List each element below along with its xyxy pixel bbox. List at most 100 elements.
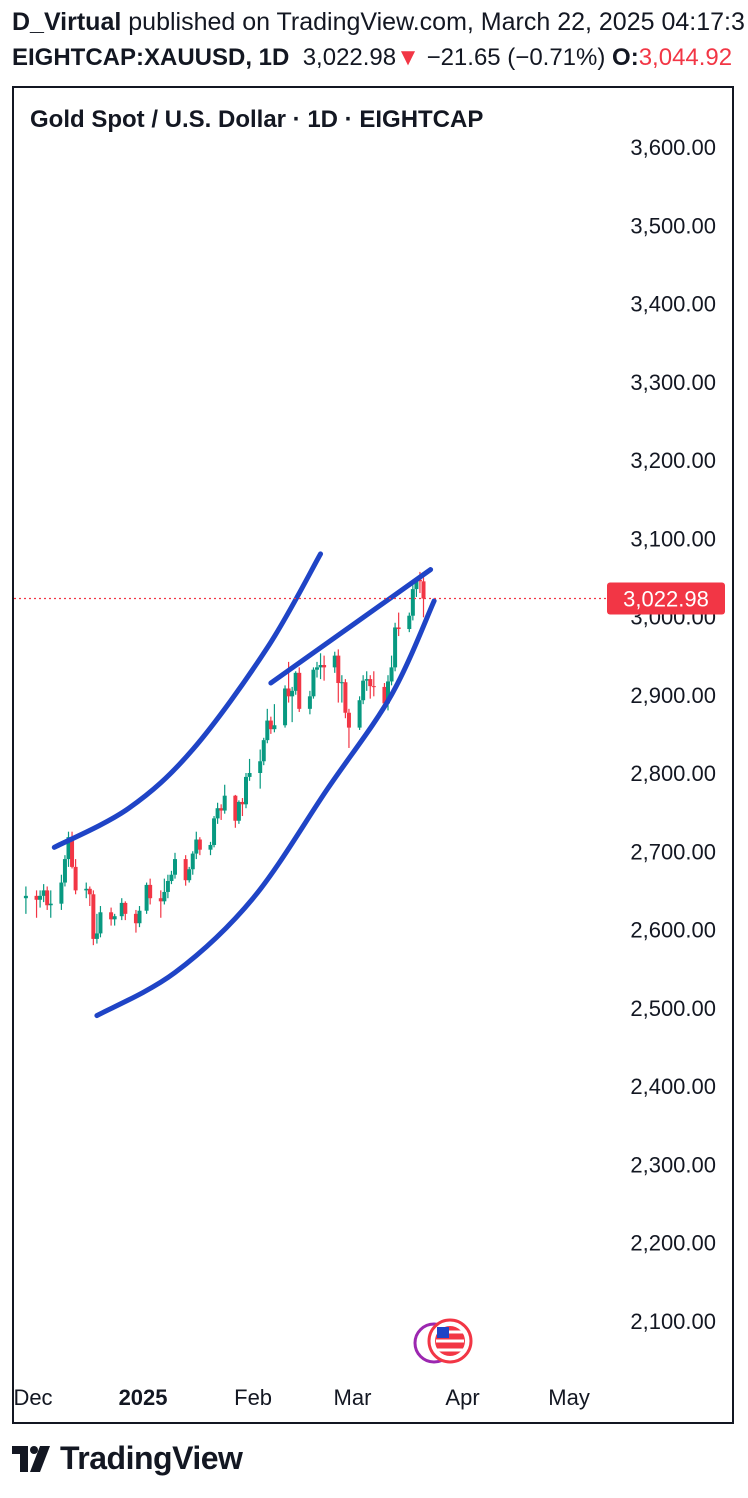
- candle-body: [396, 627, 401, 630]
- candle-body: [421, 581, 426, 599]
- candle-body: [34, 895, 39, 900]
- candle-body: [357, 700, 362, 728]
- candle-body: [410, 589, 415, 616]
- symbol-name[interactable]: EIGHTCAP:XAUUSD, 1D: [12, 44, 290, 71]
- candle-body: [70, 837, 75, 867]
- y-tick-label: 2,700.00: [630, 839, 716, 864]
- candle-body: [123, 902, 128, 914]
- tradingview-logo-text: TradingView: [60, 1440, 243, 1476]
- tradingview-logo-icon: [12, 1445, 50, 1472]
- candle-body: [144, 884, 149, 911]
- y-tick-label: 3,100.00: [630, 526, 716, 551]
- candle-body: [364, 679, 369, 681]
- candle-body: [84, 888, 89, 891]
- candle-body: [286, 688, 291, 697]
- candle-body: [62, 859, 67, 883]
- candle-body: [283, 688, 288, 726]
- candle-body: [23, 895, 28, 899]
- candle-body: [98, 912, 103, 934]
- x-tick-label: Mar: [334, 1385, 372, 1410]
- candle-body: [346, 712, 351, 728]
- y-tick-label: 2,900.00: [630, 683, 716, 708]
- candle-body: [371, 686, 376, 688]
- x-tick-label: Apr: [445, 1385, 479, 1410]
- candle-body: [368, 679, 373, 687]
- flag-stripe-shape: [436, 1348, 464, 1352]
- candle-body: [91, 894, 96, 939]
- candle-body: [190, 853, 195, 870]
- candle-body: [169, 874, 174, 881]
- candle-body: [261, 740, 266, 762]
- candle-body: [322, 665, 327, 668]
- candle-body: [407, 615, 412, 630]
- candle-body: [318, 665, 323, 668]
- lower-curve-trendline: [94, 598, 437, 1019]
- y-tick-label: 2,200.00: [630, 1231, 716, 1256]
- candle-body: [233, 795, 238, 821]
- candle-body: [187, 869, 192, 881]
- candle-body: [417, 579, 422, 582]
- x-tick-label: May: [548, 1385, 590, 1410]
- candle-body: [165, 880, 170, 892]
- author-name[interactable]: D_Virtual: [12, 8, 122, 36]
- x-tick-label: 2025: [119, 1385, 168, 1410]
- candle-body: [38, 895, 43, 900]
- y-tick-label: 2,600.00: [630, 918, 716, 943]
- candle-body: [244, 776, 248, 805]
- candle-body: [258, 761, 263, 773]
- candle-body: [339, 682, 344, 684]
- candle-body: [173, 859, 177, 875]
- resistance-line-trendline: [268, 567, 434, 686]
- plot-area: [23, 551, 437, 1019]
- candle-body: [208, 844, 213, 850]
- upper-curve-trendline: [51, 551, 324, 850]
- y-tick-label: 2,300.00: [630, 1152, 716, 1177]
- y-tick-label: 2,400.00: [630, 1074, 716, 1099]
- y-tick-label: 3,400.00: [630, 292, 716, 317]
- y-tick-label: 3,600.00: [630, 135, 716, 160]
- candle-body: [343, 682, 348, 713]
- flag-canton-shape: [437, 1327, 449, 1338]
- candle-body: [41, 890, 46, 896]
- candle-body: [109, 912, 114, 920]
- candle-body: [386, 681, 390, 704]
- x-tick-label: Dec: [13, 1385, 52, 1410]
- candle-body: [393, 627, 398, 668]
- candle-body: [297, 672, 302, 709]
- candle-body: [293, 672, 298, 691]
- candle-body: [197, 839, 202, 850]
- candle-body: [389, 667, 394, 682]
- candle-body: [215, 808, 220, 819]
- candle-body: [414, 579, 419, 590]
- candle-body: [148, 884, 153, 899]
- chart-title: Gold Spot / U.S. Dollar · 1D · EIGHTCAP: [30, 106, 484, 133]
- candle-body: [45, 890, 50, 906]
- candle-body: [236, 801, 241, 821]
- candle-body: [336, 655, 341, 684]
- flag-stripe-shape: [436, 1339, 464, 1343]
- candle-body: [240, 801, 245, 805]
- flag-stripe-shape: [436, 1330, 464, 1334]
- candle-body: [59, 882, 64, 904]
- y-tick-label: 2,800.00: [630, 761, 716, 786]
- candle-body: [247, 773, 252, 777]
- price-change: −21.65 (−0.71%): [426, 44, 606, 71]
- candle-body: [268, 720, 273, 730]
- candle-body: [265, 720, 270, 741]
- tradingview-logo[interactable]: TradingView: [12, 1440, 243, 1477]
- open-value: 3,044.92: [638, 44, 733, 71]
- candle-body: [87, 888, 92, 895]
- candle-body: [48, 903, 53, 906]
- candle-body: [332, 655, 337, 668]
- candle-body: [73, 866, 78, 891]
- candle-body: [315, 667, 319, 670]
- candle-body: [290, 690, 295, 697]
- candle-body: [307, 696, 312, 709]
- last-price-tag: [607, 582, 725, 615]
- chart-frame[interactable]: [12, 86, 734, 1424]
- candle-body: [382, 686, 387, 704]
- candle-body: [219, 808, 224, 811]
- y-tick-label: 3,300.00: [630, 370, 716, 395]
- candle-body: [66, 837, 71, 860]
